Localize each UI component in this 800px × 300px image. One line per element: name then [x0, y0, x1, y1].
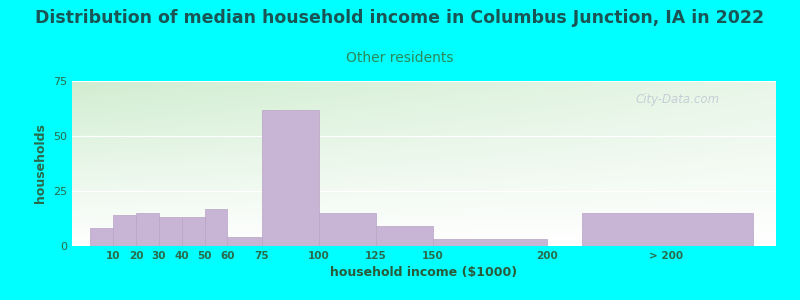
Bar [113, 215, 136, 246]
Bar [376, 226, 433, 246]
Bar [227, 237, 262, 246]
Bar [319, 213, 376, 246]
X-axis label: household income ($1000): household income ($1000) [330, 266, 518, 279]
Bar [182, 218, 205, 246]
Text: Other residents: Other residents [346, 51, 454, 65]
Bar [582, 213, 753, 246]
Bar [136, 213, 159, 246]
Text: Distribution of median household income in Columbus Junction, IA in 2022: Distribution of median household income … [35, 9, 765, 27]
Y-axis label: households: households [34, 124, 47, 203]
Bar [90, 228, 113, 246]
Bar [262, 110, 319, 246]
Bar [205, 208, 227, 246]
Text: City-Data.com: City-Data.com [635, 92, 719, 106]
Bar [159, 218, 182, 246]
Bar [433, 239, 547, 246]
